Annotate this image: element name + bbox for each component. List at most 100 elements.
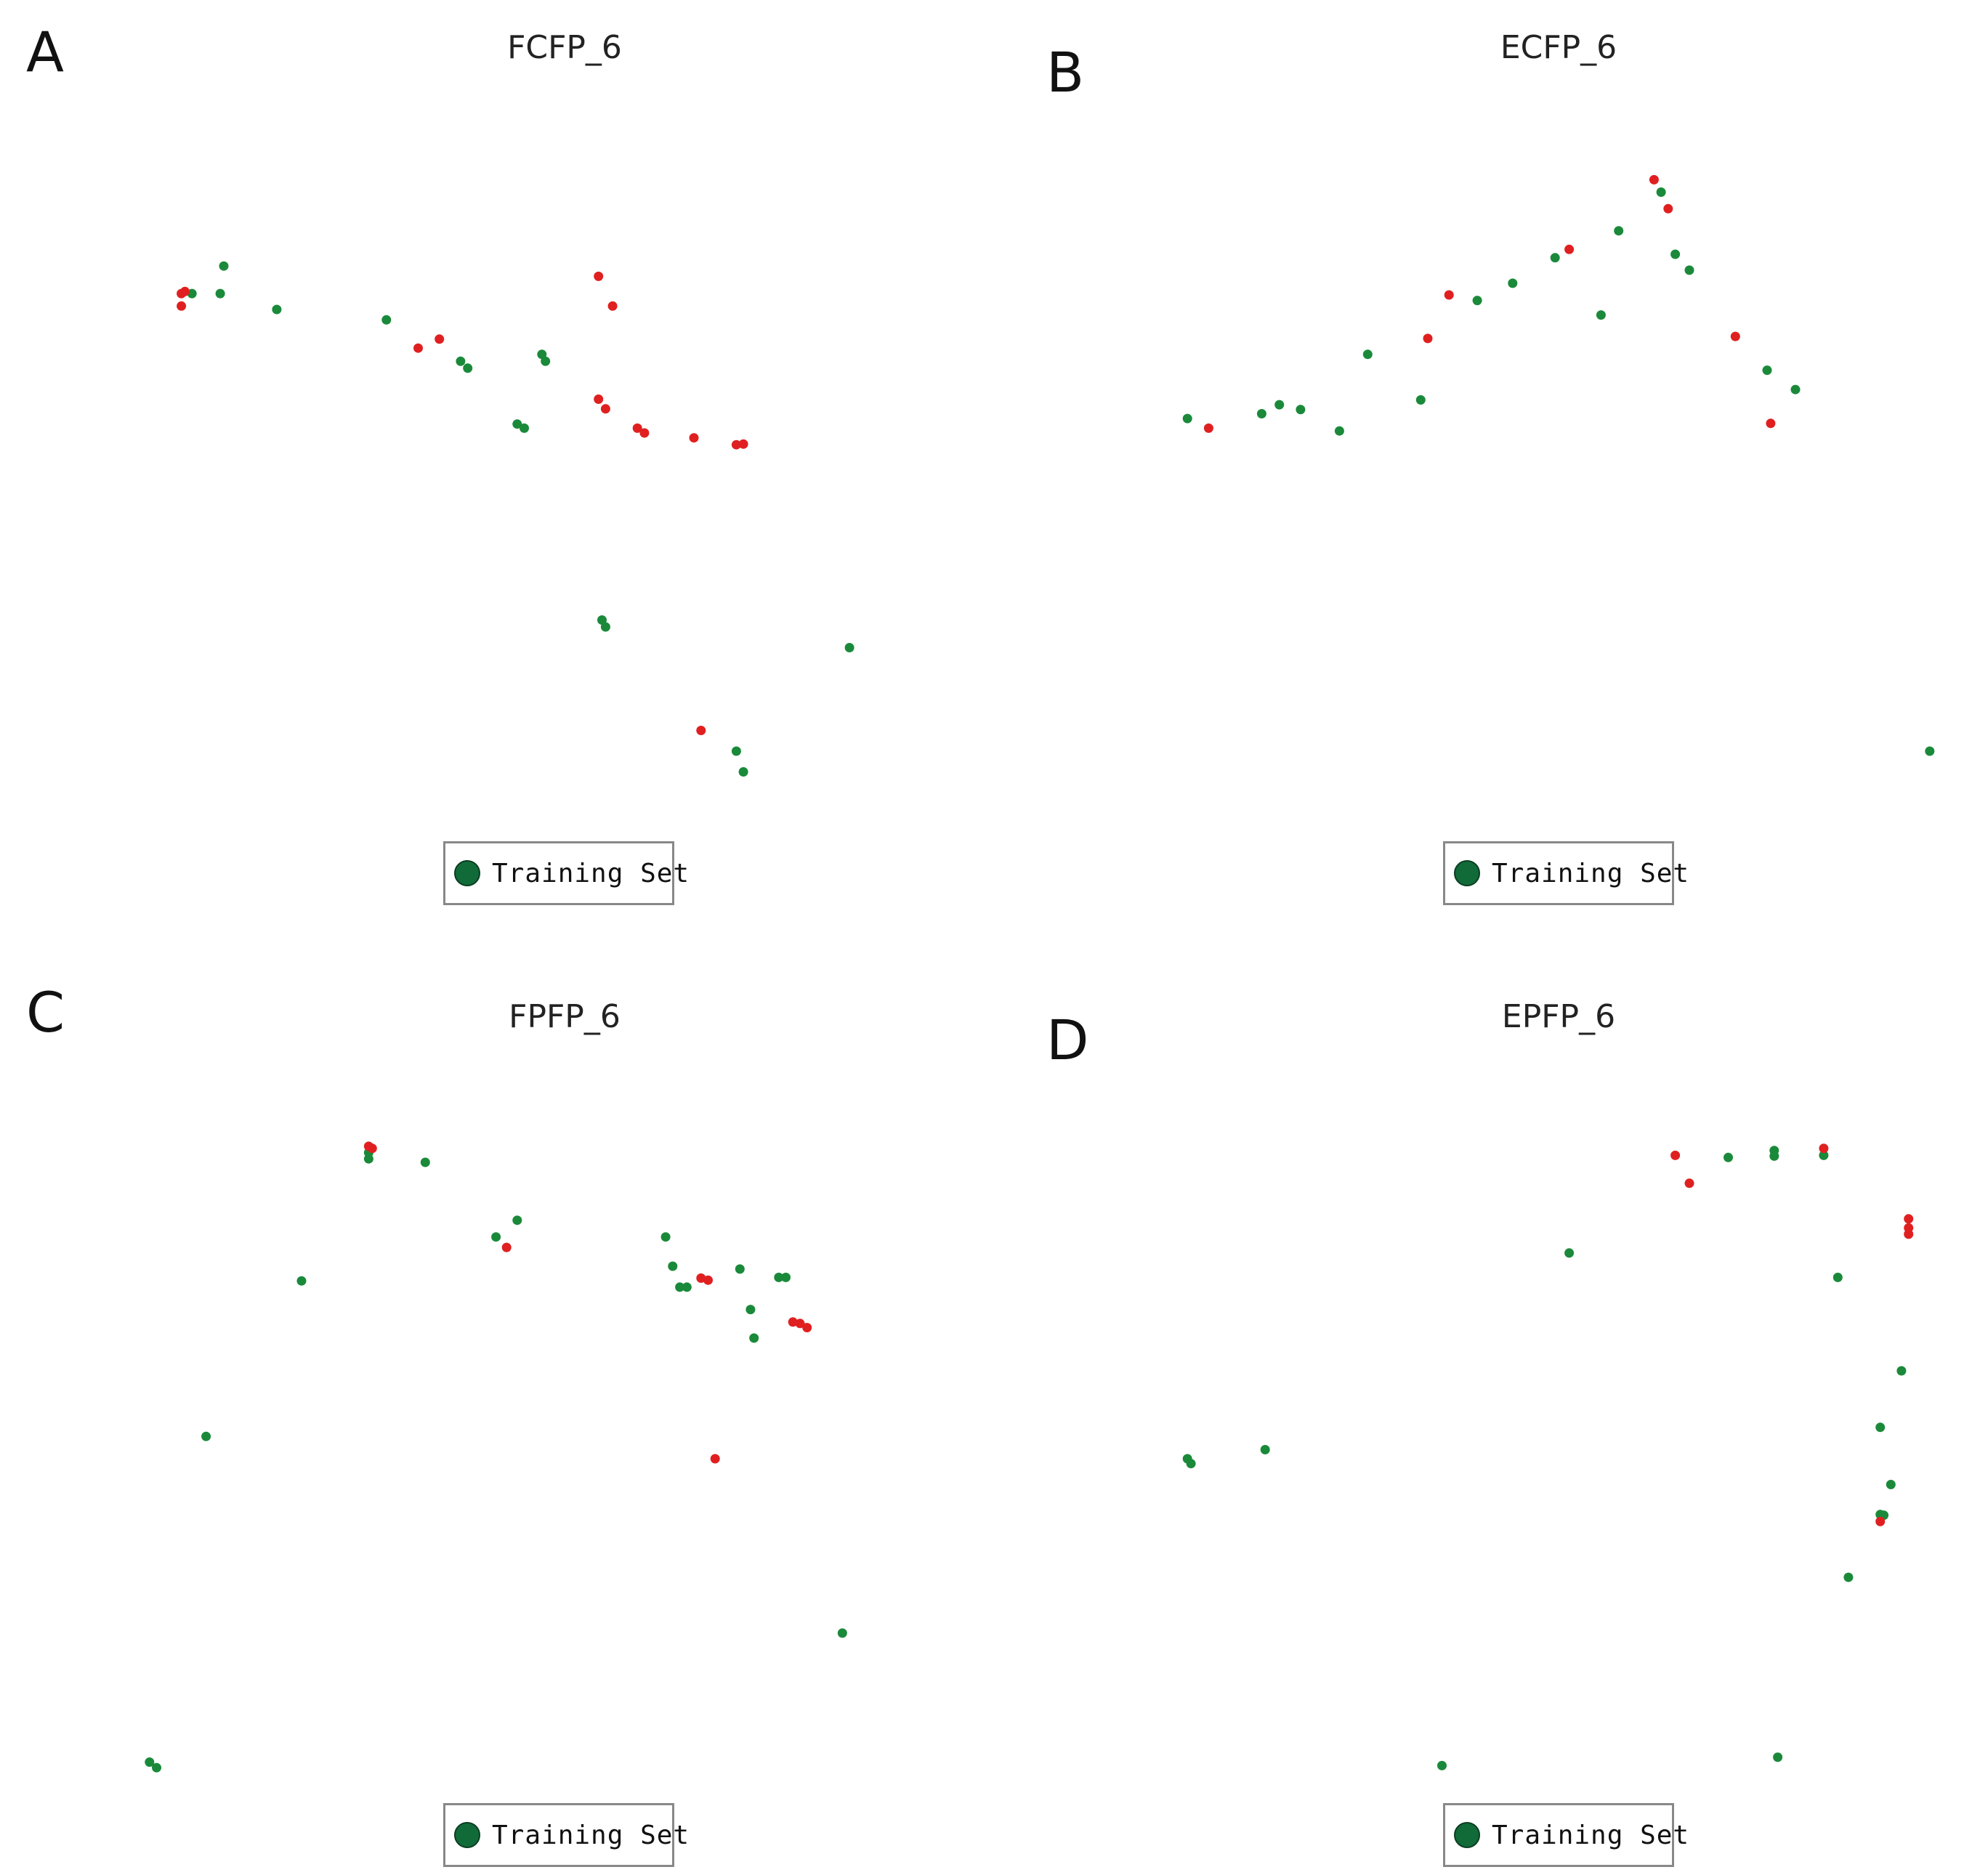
point-test-set [689, 433, 699, 443]
panel-a: A FCFP_6 Training Set [0, 0, 994, 937]
plot-area-b [1182, 174, 1935, 756]
legend: Training Set [1443, 1803, 1689, 1867]
point-training-set [1886, 1480, 1896, 1489]
panel-title: FPFP_6 [509, 998, 621, 1035]
point-training-set [735, 1264, 745, 1274]
point-training-set [512, 1215, 522, 1226]
point-test-set [501, 1242, 512, 1252]
point-test-set [1649, 174, 1659, 185]
point-training-set [201, 1431, 211, 1441]
point-test-set [435, 334, 445, 344]
point-training-set [1925, 746, 1935, 756]
point-training-set [145, 1757, 155, 1767]
point-training-set [1564, 1248, 1575, 1258]
point-training-set [837, 1628, 847, 1638]
point-training-set [1684, 265, 1694, 275]
point-training-set [1670, 249, 1681, 259]
point-test-set [594, 394, 604, 404]
point-test-set [177, 288, 187, 299]
point-test-set [1423, 333, 1433, 344]
point-training-set [1256, 409, 1266, 418]
point-training-set [1296, 405, 1306, 415]
panel-title: ECFP_6 [1500, 29, 1617, 66]
point-test-set [1819, 1143, 1829, 1154]
point-training-set [1362, 349, 1373, 360]
point-training-set [1334, 426, 1344, 436]
point-training-set [1508, 278, 1518, 288]
point-training-set [668, 1261, 678, 1271]
panel-title: FCFP_6 [507, 29, 622, 66]
point-training-set [731, 746, 741, 756]
legend-label: Training Set [492, 858, 690, 888]
point-test-set [632, 423, 642, 433]
point-test-set [594, 271, 604, 281]
point-test-set [177, 301, 187, 311]
point-training-set [520, 423, 529, 433]
point-training-set [456, 356, 466, 366]
panel-b: B ECFP_6 Training Set [994, 0, 1988, 937]
legend: Training Set [443, 1803, 689, 1867]
legend-circle-icon [1454, 1822, 1480, 1848]
point-training-set [749, 1333, 759, 1343]
point-training-set [1415, 395, 1426, 405]
point-training-set [1614, 226, 1624, 236]
point-test-set [1663, 203, 1673, 214]
point-training-set [1472, 296, 1482, 306]
point-training-set [600, 622, 610, 632]
panel-letter: D [1046, 1008, 1089, 1072]
point-training-set [1843, 1572, 1854, 1582]
point-training-set [682, 1282, 692, 1292]
point-test-set [1444, 290, 1454, 300]
legend-circle-icon [454, 1822, 480, 1848]
point-test-set [1203, 423, 1213, 433]
panel-letter: B [1046, 40, 1085, 105]
point-training-set [381, 315, 392, 325]
legend-label: Training Set [1492, 1820, 1690, 1850]
point-training-set [1833, 1272, 1843, 1282]
legend-label: Training Set [1492, 858, 1690, 888]
point-training-set [746, 1305, 756, 1315]
point-test-set [795, 1319, 805, 1329]
point-training-set [1819, 1150, 1829, 1160]
point-test-set [600, 404, 610, 414]
point-training-set [774, 1272, 784, 1282]
legend: Training Set [1443, 841, 1689, 905]
point-training-set [463, 363, 473, 373]
legend-circle-icon [454, 860, 480, 886]
point-test-set [1684, 1178, 1694, 1188]
legend: Training Set [443, 841, 689, 905]
point-test-set [802, 1323, 812, 1332]
panel-title: EPFP_6 [1501, 998, 1616, 1035]
point-test-set [639, 428, 650, 438]
point-test-set [1904, 1229, 1914, 1239]
point-training-set [675, 1282, 685, 1292]
point-test-set [1564, 244, 1575, 254]
point-test-set [788, 1317, 798, 1327]
point-training-set [152, 1762, 161, 1773]
point-training-set [215, 288, 225, 299]
point-test-set [367, 1143, 377, 1154]
legend-label: Training Set [492, 1820, 690, 1850]
point-test-set [696, 726, 706, 735]
point-training-set [1182, 413, 1192, 424]
point-training-set [296, 1276, 307, 1286]
point-training-set [537, 349, 547, 360]
point-training-set [660, 1232, 671, 1242]
panel-letter: C [26, 980, 65, 1045]
point-training-set [1260, 1445, 1270, 1454]
point-test-set [413, 343, 423, 353]
point-test-set [703, 1275, 713, 1285]
point-training-set [1773, 1752, 1783, 1762]
point-training-set [219, 261, 229, 271]
panel-letter: A [26, 20, 64, 84]
point-test-set [1904, 1214, 1914, 1224]
point-test-set [1670, 1150, 1681, 1160]
point-training-set [512, 419, 522, 429]
point-test-set [1875, 1516, 1886, 1526]
point-training-set [1769, 1151, 1779, 1161]
plot-area-c [145, 1141, 847, 1773]
point-training-set [420, 1157, 430, 1167]
point-training-set [272, 304, 282, 315]
point-test-set [710, 1454, 720, 1464]
point-training-set [1274, 400, 1285, 410]
